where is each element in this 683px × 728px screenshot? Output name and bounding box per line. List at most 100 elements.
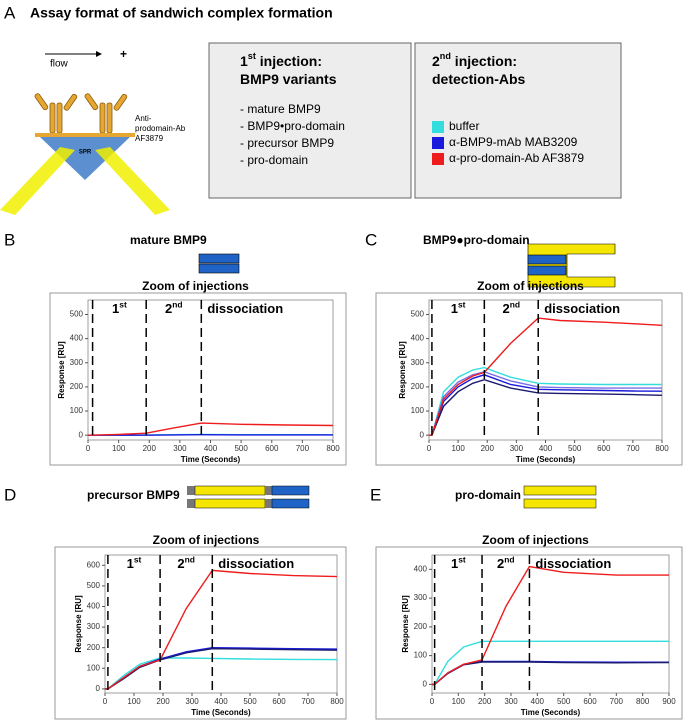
variant-name: pro-domain: [455, 488, 521, 502]
y-tick-label: 0: [79, 430, 84, 439]
heading-part: dissociation: [218, 556, 294, 571]
x-axis-label: Time (Seconds): [191, 708, 251, 717]
y-axis-label: Response [RU]: [401, 595, 410, 653]
x-tick-label: 300: [504, 697, 518, 706]
x-tick-label: 300: [173, 444, 187, 453]
heading: 1st: [451, 300, 466, 317]
heading: 2nd: [177, 555, 195, 572]
x-tick-label: 800: [330, 697, 344, 706]
heading-part: dissociation: [207, 301, 283, 316]
sensorgram-line: [429, 378, 663, 436]
variant-name: BMP9●pro-domain: [423, 233, 530, 247]
heading-part: BMP9 variants: [240, 71, 337, 87]
y-tick-label: 400: [70, 334, 84, 343]
x-tick-label: 300: [510, 444, 524, 453]
sensorgram-line: [105, 657, 338, 690]
plus-label: +: [120, 47, 127, 61]
heading: BMP9 variants: [240, 71, 337, 87]
legend-swatch: [432, 153, 444, 165]
y-tick-label: 0: [96, 684, 101, 693]
panel-label: D: [4, 485, 16, 504]
heading: 2nd: [503, 300, 521, 317]
x-tick-label: 100: [112, 444, 126, 453]
superscript: nd: [504, 555, 514, 565]
y-tick-label: 100: [411, 406, 425, 415]
protein-icon: [527, 243, 616, 288]
heading: dissociation: [544, 301, 620, 316]
x-axis-label: Time (Seconds): [181, 455, 241, 464]
sensorgram-line: [432, 565, 669, 686]
x-tick-label: 500: [557, 697, 571, 706]
heading: 1st injection:: [240, 52, 322, 69]
x-tick-label: 0: [103, 697, 108, 706]
superscript: nd: [172, 300, 182, 310]
y-tick-label: 200: [414, 622, 428, 631]
y-tick-label: 600: [87, 560, 101, 569]
superscript: st: [119, 300, 127, 310]
sensorgram-line: [105, 647, 338, 690]
heading-part: 1: [240, 53, 248, 69]
sensorgram-line: [105, 646, 338, 690]
legend-label: α-BMP9-mAb MAB3209: [449, 135, 578, 149]
heading: detection-Abs: [432, 71, 526, 87]
antibody-label: prodomain-Ab: [135, 124, 186, 133]
plot-area: [431, 554, 670, 694]
x-tick-label: 900: [662, 697, 676, 706]
superscript: st: [458, 300, 466, 310]
panel-label: B: [4, 230, 15, 249]
sensorgram-line: [429, 317, 663, 436]
figure-title: Assay format of sandwich complex formati…: [30, 5, 333, 21]
protein-icon: [523, 485, 597, 509]
y-axis-label: Response [RU]: [74, 595, 83, 653]
injection-box: [414, 42, 622, 199]
x-tick-label: 100: [452, 697, 466, 706]
x-tick-label: 600: [272, 697, 286, 706]
injection-box: [208, 42, 412, 199]
y-tick-label: 400: [87, 602, 101, 611]
variant-item: - mature BMP9: [240, 102, 321, 116]
variant-name: precursor BMP9: [87, 488, 180, 502]
chart-frame: [375, 292, 683, 466]
x-tick-label: 400: [204, 444, 218, 453]
legend-label: α-pro-domain-Ab AF3879: [449, 151, 584, 165]
variant-item: - BMP9•pro-domain: [240, 119, 345, 133]
y-tick-label: 100: [70, 406, 84, 415]
x-tick-label: 700: [296, 444, 310, 453]
chip-label: SPR: [79, 150, 92, 156]
x-tick-label: 800: [636, 697, 650, 706]
x-tick-label: 800: [655, 444, 669, 453]
x-tick-label: 0: [430, 697, 435, 706]
x-tick-label: 300: [185, 697, 199, 706]
heading-part: 1: [112, 301, 119, 316]
panel-label: C: [365, 230, 377, 249]
sensorgram-line: [87, 422, 334, 436]
panel-label: A: [4, 3, 16, 22]
chart-title: Zoom of injections: [477, 279, 584, 293]
heading-part: detection-Abs: [432, 71, 526, 87]
heading-part: 2: [497, 556, 504, 571]
superscript: st: [248, 52, 256, 62]
x-tick-label: 100: [127, 697, 141, 706]
superscript: st: [134, 555, 142, 565]
x-tick-label: 600: [597, 444, 611, 453]
x-tick-label: 700: [610, 697, 624, 706]
chart-title: Zoom of injections: [142, 279, 249, 293]
y-tick-label: 400: [414, 564, 428, 573]
x-tick-label: 100: [451, 444, 465, 453]
spr-sketch: flow + SPR: [0, 47, 170, 215]
x-tick-label: 200: [156, 697, 170, 706]
x-tick-label: 200: [143, 444, 157, 453]
sensorgram-line: [429, 366, 662, 436]
y-tick-label: 300: [70, 358, 84, 367]
y-tick-label: 500: [411, 310, 425, 319]
x-tick-label: 0: [86, 444, 91, 453]
heading: 2nd injection:: [432, 52, 517, 69]
heading: 2nd: [497, 555, 515, 572]
heading: dissociation: [218, 556, 294, 571]
heading: dissociation: [207, 301, 283, 316]
protein-icon: [198, 253, 240, 274]
x-tick-label: 600: [583, 697, 597, 706]
heading-part: dissociation: [535, 556, 611, 571]
heading-part: 1: [127, 556, 134, 571]
